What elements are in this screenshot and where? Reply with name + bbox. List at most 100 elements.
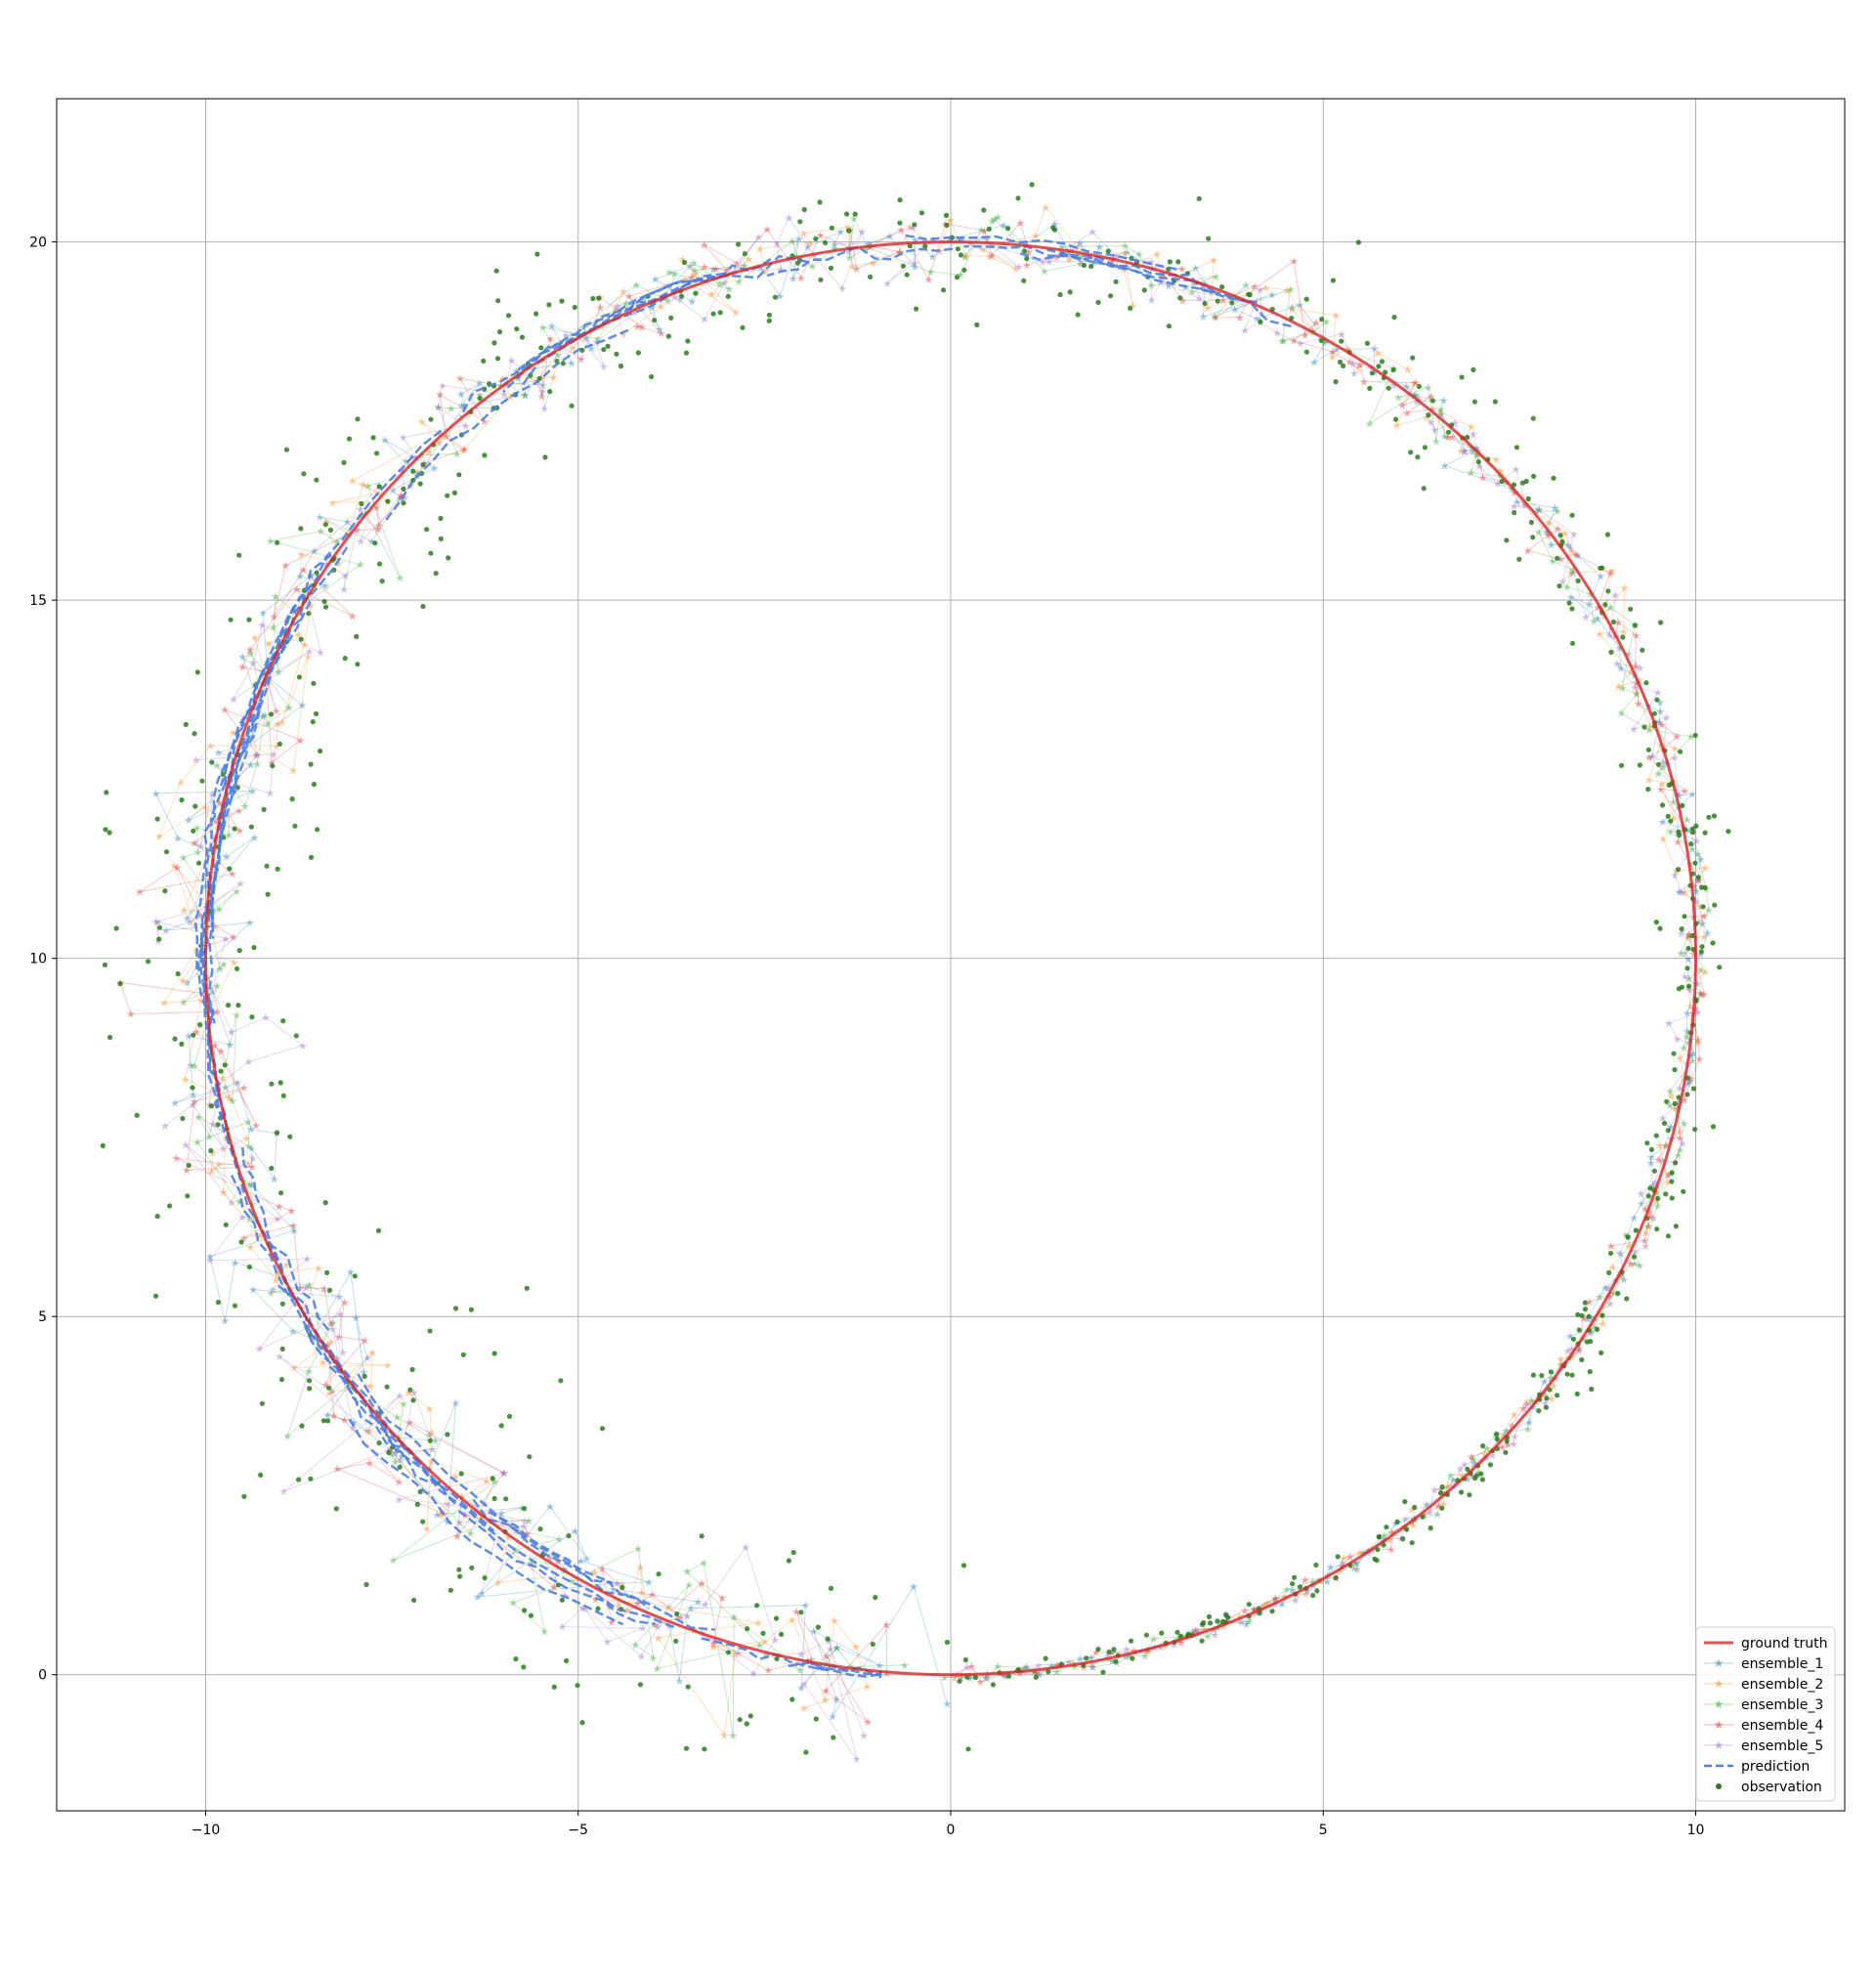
ensemble_3-marker: ★ (1411, 389, 1421, 402)
ensemble_4-marker: ★ (632, 321, 642, 333)
ensemble_4-marker: ★ (975, 1676, 985, 1689)
ensemble_2-marker: ★ (181, 1074, 191, 1087)
ensemble_4-marker: ★ (1270, 1593, 1280, 1606)
observation-point (192, 803, 198, 809)
observation-point (333, 1506, 339, 1512)
ensemble_5-marker: ★ (335, 1309, 345, 1321)
ensemble_1-marker: ★ (1287, 302, 1297, 315)
ensemble_4-marker: ★ (1427, 391, 1436, 404)
observation-point (1569, 1372, 1575, 1378)
ensemble_1-marker: ★ (246, 1142, 256, 1155)
ensemble_5-marker: ★ (237, 1211, 247, 1223)
ensemble_2-marker: ★ (1280, 1590, 1290, 1603)
observation-point (961, 267, 967, 273)
observation-point (411, 1597, 417, 1604)
observation-point (445, 1432, 450, 1438)
ensemble_3-marker: ★ (663, 295, 673, 308)
observation-point (1386, 385, 1391, 391)
observation-point (744, 1721, 749, 1727)
observation-point (1045, 1669, 1051, 1675)
observation-point (649, 373, 655, 380)
observation-point (822, 239, 829, 245)
observation-point (1672, 1100, 1678, 1106)
ensemble_2-marker: ★ (1011, 263, 1021, 276)
observation-point (1588, 1339, 1594, 1345)
ensemble_2-marker: ★ (303, 650, 313, 663)
observation-point (1303, 349, 1309, 355)
observation-point (1555, 1393, 1560, 1398)
observation-point (409, 1366, 415, 1373)
ensemble_1-marker: ★ (1684, 1075, 1694, 1088)
observation-point (546, 302, 552, 308)
ensemble_3-marker: ★ (1665, 826, 1675, 838)
ensemble_2-marker: ★ (1675, 1126, 1684, 1138)
ensemble_5-marker: ★ (362, 1425, 372, 1438)
ensemble_3-marker: ★ (1424, 382, 1433, 395)
ensemble_3-marker: ★ (939, 1672, 949, 1685)
observation-point (1676, 829, 1682, 835)
observation-point (1111, 1647, 1117, 1652)
observation-point (269, 1081, 275, 1087)
observation-point (428, 550, 434, 556)
ensemble_2-marker: ★ (707, 288, 717, 301)
ensemble_3-marker: ★ (1562, 581, 1572, 594)
ensemble_1-marker: ★ (397, 1450, 406, 1463)
ensemble_4-marker: ★ (215, 797, 225, 810)
observation-point (1166, 323, 1172, 329)
ensemble_2-marker: ★ (618, 285, 628, 298)
ensemble_4-marker: ★ (1631, 629, 1641, 642)
observation-point (1459, 374, 1465, 380)
ensemble_2-marker: ★ (1374, 347, 1384, 360)
ensemble_3-marker: ★ (1669, 795, 1679, 808)
ensemble_5-marker: ★ (1379, 1533, 1388, 1546)
ensemble_5-marker: ★ (1146, 294, 1156, 307)
observation-point (1587, 1369, 1593, 1375)
ensemble_1-marker: ★ (496, 1507, 506, 1520)
observation-point (384, 1384, 390, 1390)
ensemble_2-marker: ★ (179, 904, 189, 917)
observation-point (183, 721, 189, 728)
ensemble_1-marker: ★ (459, 400, 469, 412)
legend-item-ground_truth: ground truth (1704, 1636, 1827, 1652)
ensemble_4-marker: ★ (1022, 260, 1032, 273)
ensemble_5-marker: ★ (1493, 478, 1503, 491)
ensemble_2-marker: ★ (1328, 352, 1338, 365)
ensemble_5-marker: ★ (1678, 1137, 1687, 1150)
observation-point (1672, 1067, 1678, 1073)
ensemble_2-marker: ★ (1129, 1645, 1138, 1657)
observation-point (498, 1423, 504, 1429)
observation-point (1530, 1372, 1536, 1378)
observation-point (482, 1575, 488, 1581)
observation-point (1628, 606, 1634, 612)
observation-point (355, 416, 361, 422)
observation-point (1143, 1632, 1149, 1638)
ensemble_1-marker: ★ (957, 234, 966, 246)
ensemble_4-marker: ★ (329, 1410, 339, 1423)
ensemble_5-marker: ★ (394, 1493, 404, 1506)
observation-point (1246, 291, 1252, 297)
observation-point (766, 312, 773, 318)
ensemble_2-marker: ★ (1287, 303, 1297, 316)
ensemble_3-marker: ★ (1322, 316, 1332, 328)
observation-point (944, 222, 950, 229)
ensemble_1-marker: ★ (222, 851, 232, 864)
observation-point (1665, 813, 1671, 819)
ensemble_4-marker: ★ (807, 1653, 817, 1666)
ensemble_3-marker: ★ (511, 1544, 521, 1557)
ensemble_3-marker: ★ (1469, 1453, 1478, 1466)
observation-point (1057, 291, 1063, 298)
ensemble_3-marker: ★ (252, 758, 262, 771)
observation-point (327, 527, 334, 534)
observation-point (279, 1301, 285, 1307)
ensemble_1-marker: ★ (391, 1447, 401, 1460)
observation-point (456, 472, 462, 478)
prediction-segment (193, 763, 227, 974)
prediction-tracks (193, 234, 1292, 1679)
ensemble_4-marker: ★ (1015, 1667, 1025, 1680)
ensemble_5-marker: ★ (1684, 1037, 1694, 1050)
ensemble_4-marker: ★ (595, 302, 605, 315)
observation-point (1685, 945, 1691, 952)
ensemble_1-marker: ★ (1049, 218, 1059, 231)
observation-point (560, 361, 566, 366)
ensemble_4-marker: ★ (536, 390, 546, 403)
